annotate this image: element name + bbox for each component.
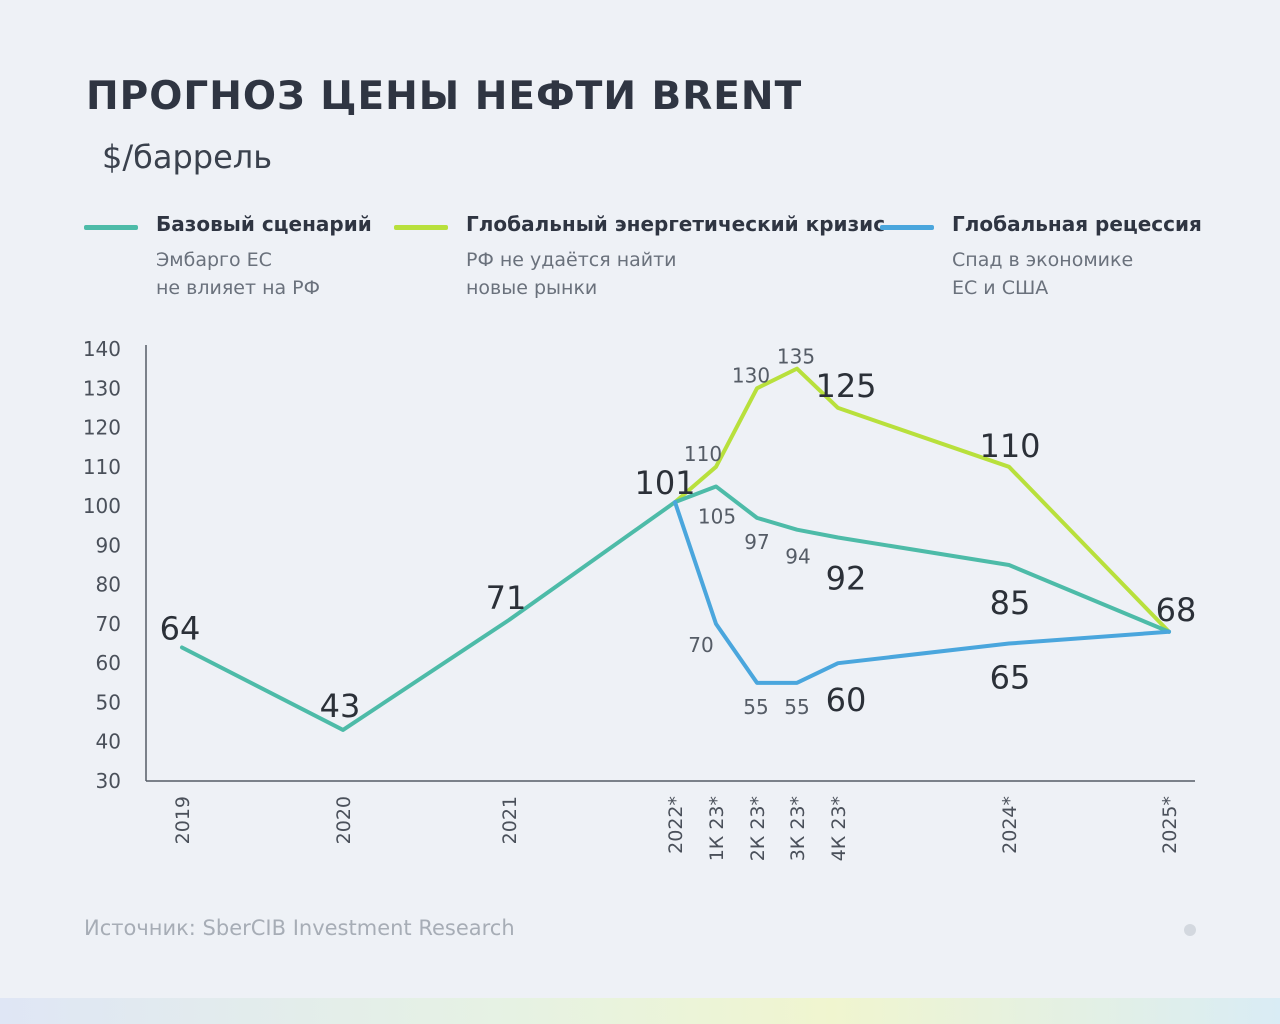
legend-desc-recession: Спад в экономике ЕС и США (952, 246, 1252, 302)
data-label: 110 (979, 427, 1040, 465)
x-tick-label: 1К 23* (706, 796, 728, 861)
data-label: 110 (684, 442, 722, 466)
chart-subtitle: $/баррель (102, 138, 273, 176)
legend-swatch-recession (880, 225, 934, 230)
corner-logo-mark (1184, 924, 1196, 936)
bottom-decoration (0, 998, 1280, 1024)
data-label: 70 (688, 633, 713, 657)
y-tick-label: 50 (96, 690, 121, 714)
y-tick-label: 130 (83, 376, 121, 400)
data-label: 65 (990, 659, 1031, 697)
legend-name-base: Базовый сценарий (156, 212, 372, 236)
y-tick-label: 120 (83, 416, 121, 440)
x-tick-label: 2022* (665, 796, 687, 854)
x-tick-label: 2025* (1159, 796, 1181, 854)
y-tick-label: 100 (83, 494, 121, 518)
data-label: 55 (784, 695, 809, 719)
data-label: 85 (990, 584, 1031, 622)
data-label: 60 (826, 681, 867, 719)
legend-swatch-crisis (394, 225, 448, 230)
y-tick-label: 30 (96, 769, 121, 793)
x-tick-label: 2020 (333, 796, 355, 844)
data-label: 97 (744, 530, 769, 554)
data-label: 92 (826, 560, 867, 598)
data-label: 135 (777, 345, 815, 369)
legend-desc-line: новые рынки (466, 277, 598, 299)
x-tick-label: 2024* (999, 796, 1021, 854)
x-tick-label: 4К 23* (828, 796, 850, 861)
y-tick-label: 140 (83, 337, 121, 361)
source-note: Источник: SberCIB Investment Research (84, 916, 515, 940)
y-tick-label: 90 (96, 533, 121, 557)
series-line (673, 500, 1171, 685)
series-line (180, 484, 1171, 732)
x-tick-label: 2021 (499, 796, 521, 844)
y-tick-label: 60 (96, 651, 121, 675)
x-tick-label: 2К 23* (747, 796, 769, 861)
legend-desc-line: ЕС и США (952, 277, 1049, 299)
data-label: 64 (160, 609, 201, 647)
y-tick-label: 70 (96, 612, 121, 636)
y-tick-label: 80 (96, 573, 121, 597)
data-label: 130 (732, 363, 770, 387)
data-label: 68 (1156, 591, 1197, 629)
legend-name-recession: Глобальная рецессия (952, 212, 1202, 236)
legend-desc-base: Эмбарго ЕС не влияет на РФ (156, 246, 456, 302)
legend-desc-line: Спад в экономике (952, 249, 1134, 271)
legend-swatch-base (84, 225, 138, 230)
legend-name-crisis: Глобальный энергетический кризис (466, 212, 886, 236)
chart-title: ПРОГНОЗ ЦЕНЫ НЕФТИ BRENT (86, 74, 803, 119)
legend-desc-line: не влияет на РФ (156, 277, 320, 299)
x-tick-label: 2019 (172, 796, 194, 844)
legend-desc-line: РФ не удаётся найти (466, 249, 677, 271)
y-tick-label: 110 (83, 455, 121, 479)
legend-desc-crisis: РФ не удаётся найти новые рынки (466, 246, 766, 302)
data-label: 94 (785, 545, 810, 569)
data-label: 101 (634, 464, 695, 502)
y-tick-label: 40 (96, 730, 121, 754)
series-line (673, 366, 1171, 634)
data-label: 125 (815, 367, 876, 405)
data-label: 55 (743, 695, 768, 719)
x-tick-label: 3К 23* (787, 796, 809, 861)
legend-desc-line: Эмбарго ЕС (156, 249, 272, 271)
data-label: 43 (320, 687, 361, 725)
data-label: 71 (486, 579, 527, 617)
data-label: 105 (698, 504, 736, 528)
